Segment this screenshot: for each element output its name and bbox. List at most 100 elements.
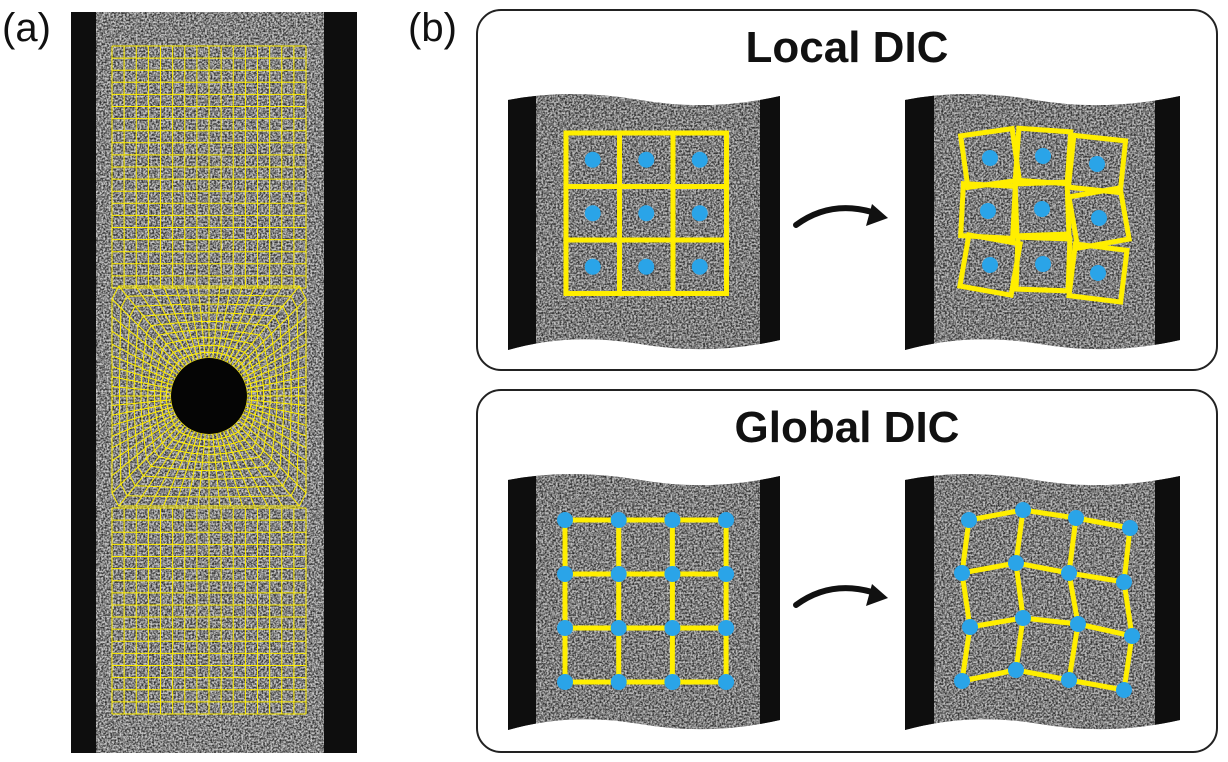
mesh-a-spoke: [111, 419, 180, 476]
local-reference-center-point: [584, 205, 601, 222]
panel-a-label: (a): [2, 6, 51, 50]
global-deformed-element-edge: [1013, 617, 1026, 671]
local-deformed-subset-frame: [1065, 184, 1133, 252]
global-deformed-node: [961, 512, 977, 528]
mesh-a-spoke: [111, 406, 173, 426]
global-deformed-node: [1122, 520, 1138, 536]
mesh-a-spoke: [111, 316, 180, 373]
global-deformed-element-edge: [1022, 615, 1079, 627]
mesh-a-spoke: [246, 402, 307, 416]
specimen-a-left-edge: [71, 12, 96, 753]
local-deformed-center-point: [982, 150, 998, 166]
global-reference-node: [664, 620, 681, 636]
local-deformed-center-point: [1091, 210, 1107, 226]
global-deformed-element-edge: [969, 615, 1024, 630]
mesh-a-spoke: [212, 433, 221, 507]
global-reference-node: [557, 566, 573, 582]
global-reference-node: [610, 674, 627, 690]
local-deformed-subset-frame: [1012, 179, 1072, 239]
global-deformed-element-edge: [1075, 515, 1131, 531]
mesh-a-spoke: [240, 416, 307, 462]
mesh-a-spoke: [118, 285, 186, 367]
specimen-a-right-edge: [324, 12, 357, 753]
global-deformed-node: [962, 619, 978, 635]
global-deformed-node: [1008, 555, 1024, 571]
global-deformed-mesh: [954, 502, 1140, 698]
global-deformed-node: [1116, 682, 1132, 698]
global-reference-node: [664, 512, 681, 528]
global-deformed-element-edge: [959, 519, 972, 574]
mesh-a-spoke: [111, 385, 172, 393]
mesh-a-spoke: [111, 422, 183, 494]
global-reference-node: [718, 512, 735, 528]
mesh-a-spoke: [212, 285, 221, 359]
local-deformed-subset: [1013, 234, 1073, 294]
mesh-a-spoke: [111, 413, 176, 449]
global-reference-node: [610, 566, 627, 582]
local-deformed-subset: [1066, 241, 1130, 305]
global-deformed-element-edge: [1013, 509, 1026, 564]
local-deformed-subset-frame: [1066, 241, 1130, 305]
global-deformed-element-edge: [1068, 570, 1125, 585]
global-deformed-element-edge: [959, 572, 973, 628]
mesh-a-spoke: [219, 285, 243, 360]
mesh-a-spoke: [243, 410, 307, 437]
global-deformed-element-edge: [1066, 623, 1081, 681]
local-reference-center-point: [638, 205, 655, 222]
global-deformed-node: [1008, 662, 1024, 678]
global-deformed-element-edge: [1066, 572, 1081, 625]
global-reference-node: [557, 620, 573, 636]
local-deformed-center-point: [982, 257, 998, 273]
mesh-a: [111, 45, 307, 715]
mesh-a-spoke: [238, 419, 307, 476]
global-reference-node: [718, 620, 735, 636]
global-deformed-node: [1061, 565, 1077, 581]
mesh-a-spoke: [245, 366, 307, 386]
mesh-a-spoke: [118, 425, 186, 507]
global-deformed-element-edge: [1015, 667, 1070, 683]
mesh-a-spoke: [175, 285, 199, 360]
local-reference-center-point: [638, 258, 655, 275]
global-deformed-element-edge: [961, 667, 1017, 684]
global-reference-node: [610, 620, 627, 636]
mesh-a-spoke: [111, 402, 172, 416]
mesh-a-spoke: [135, 427, 189, 507]
mesh-a-spoke: [240, 330, 307, 376]
global-deformed-specimen: [905, 474, 1180, 730]
global-deformed-element-edge: [961, 560, 1017, 576]
mesh-a-spoke: [111, 399, 172, 407]
local-reference-center-point: [691, 151, 708, 168]
mesh-a-spoke: [242, 413, 307, 449]
local-reference-specimen: [508, 94, 780, 350]
local-deformed-center-point: [1035, 148, 1051, 164]
mesh-a-spoke: [186, 285, 203, 359]
specimen-a-hole: [171, 358, 247, 434]
mesh-a-spoke: [226, 429, 269, 507]
mesh-a-spoke: [111, 376, 172, 390]
mesh-a-spoke: [235, 422, 307, 494]
panel-b-label: (b): [408, 6, 457, 50]
local-deformed-subset-frame: [1013, 234, 1073, 294]
global-deformed-node: [1015, 502, 1031, 518]
mesh-a-spoke: [223, 430, 256, 507]
mesh-a-spoke: [175, 432, 199, 507]
global-reference-node: [718, 674, 735, 690]
global-reference-node: [557, 674, 573, 690]
global-reference-node: [664, 566, 681, 582]
global-deformed-element-edge: [1013, 562, 1026, 619]
mesh-a-spoke: [226, 285, 269, 363]
mesh-a-spoke: [246, 399, 307, 407]
mesh-a-spoke: [111, 298, 183, 370]
mesh-a-spoke: [246, 376, 307, 390]
mesh-a-spoke: [219, 432, 243, 507]
mesh-a-spoke: [111, 416, 178, 462]
global-reference-node: [557, 512, 573, 528]
mesh-a-spoke: [235, 298, 307, 370]
global-reference-specimen: [508, 474, 780, 730]
global-dic-title: Global DIC: [734, 403, 960, 452]
global-reference-node: [664, 674, 681, 690]
local-reference-subsets: [563, 130, 729, 296]
local-deformed-specimen: [905, 94, 1180, 350]
mesh-a-spoke: [149, 429, 192, 507]
local-deformed-center-point: [1090, 265, 1106, 281]
